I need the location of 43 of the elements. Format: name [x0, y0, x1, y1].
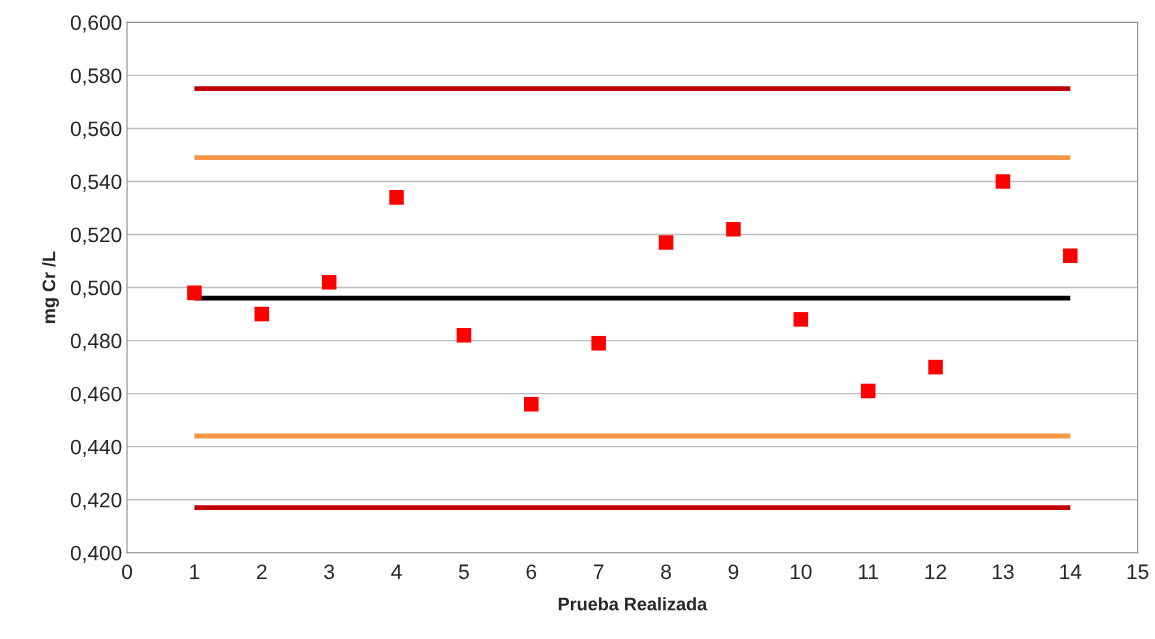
x-tick-label: 4 — [391, 564, 402, 579]
point — [524, 396, 539, 412]
point — [1063, 248, 1078, 264]
y-axis-title: mg Cr /L — [42, 251, 59, 323]
point — [658, 235, 674, 250]
point — [187, 285, 202, 301]
y-tick-label: 0,580 — [70, 68, 122, 86]
point — [456, 328, 472, 343]
point — [793, 312, 809, 327]
y-tick-label: 0,540 — [70, 174, 122, 192]
y-tick-label: 0,400 — [70, 545, 122, 563]
x-tick-label: 14 — [1060, 564, 1082, 579]
x-tick-label: 8 — [661, 564, 671, 580]
x-tick-label: 1 — [190, 564, 200, 579]
y-tick-label: 0,440 — [70, 439, 122, 457]
y-tick-label: 0,420 — [70, 492, 122, 510]
x-tick-label: 11 — [858, 564, 878, 579]
x-tick-label: 3 — [324, 564, 335, 580]
x-tick-label: 0 — [122, 564, 133, 580]
point — [995, 174, 1011, 189]
y-tick-label: 0,480 — [70, 333, 122, 351]
y-tick-label: 0,460 — [70, 386, 122, 404]
x-tick-label: 6 — [526, 564, 537, 580]
x-tick-label: 13 — [992, 564, 1014, 580]
point — [726, 221, 741, 237]
x-tick-label: 12 — [925, 564, 947, 579]
x-tick-label: 9 — [728, 564, 739, 580]
point — [321, 274, 337, 290]
point — [591, 335, 606, 351]
x-tick-label: 5 — [458, 564, 469, 580]
y-tick-label: 0,500 — [70, 280, 122, 298]
x-tick-label: 10 — [790, 564, 812, 580]
x-axis-title: Prueba Realizada — [558, 597, 708, 611]
x-tick-label: 2 — [257, 564, 267, 579]
y-tick-label: 0,520 — [70, 227, 122, 245]
y-tick-label: 0,560 — [70, 121, 122, 139]
y-tick-label: 0,600 — [70, 15, 122, 33]
x-tick-label: 15 — [1127, 564, 1149, 580]
point — [389, 190, 404, 205]
x-tick-label: 7 — [593, 564, 604, 579]
point — [860, 383, 876, 399]
point — [928, 359, 943, 375]
point — [254, 306, 270, 322]
